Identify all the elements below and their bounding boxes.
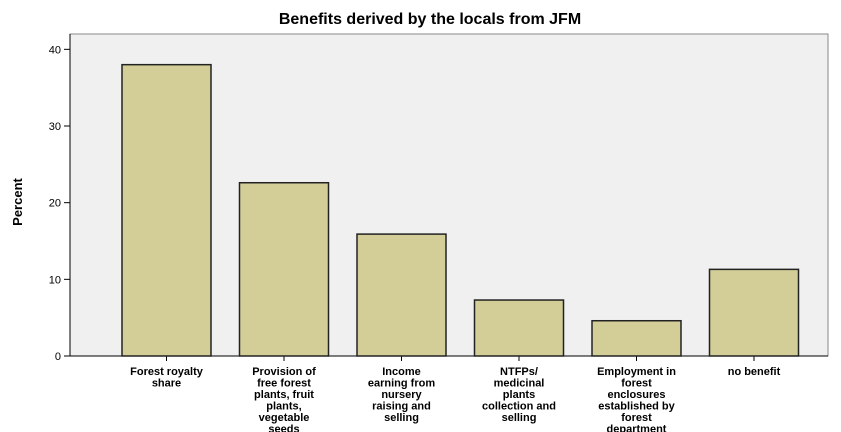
y-tick-label: 30 [49,121,61,133]
y-tick-label: 40 [49,44,61,56]
x-tick-label: Provision of free forest plants, fruit plan… [252,366,316,432]
y-axis-title: Percent [10,177,25,225]
x-tick-label: no benefit [728,366,781,378]
bar [121,63,212,357]
y-tick-label: 0 [55,351,61,363]
bar [473,299,565,357]
bar [708,268,800,357]
x-tick-label: NTFPs/medicinal plants collection and selli… [482,366,556,424]
bars-group [121,63,800,357]
bar [238,181,330,357]
y-axis: 0 10 20 30 40 [49,34,71,363]
x-tick-label: Forest royalty share [130,366,204,390]
category-labels: Forest royalty share Provision of free fore… [130,366,780,432]
x-tick-label: Employment in forest enclosures established… [597,366,676,432]
x-tick-label: Income earning from nursery raising and sell… [368,366,435,424]
y-tick-label: 20 [49,198,61,210]
chart-title: Benefits derived by the locals from JFM [279,11,581,28]
bar [591,319,682,357]
y-tick-label: 10 [49,274,61,286]
bar [356,233,447,357]
